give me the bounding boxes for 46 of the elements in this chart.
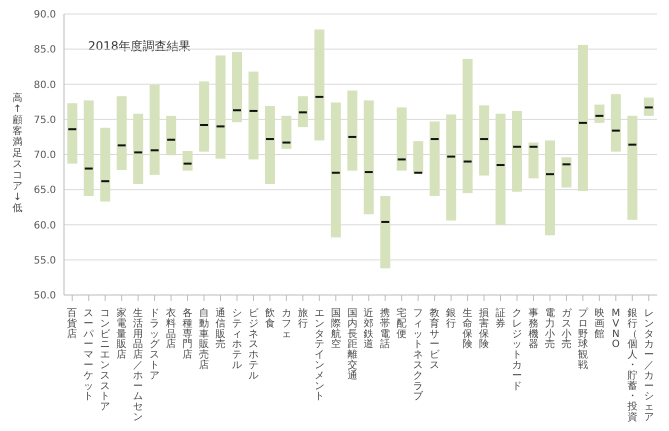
y-tick-label: 55.0 [34, 255, 56, 266]
x-tick-label: 衣料品店 [166, 307, 176, 350]
x-tick-label: 自動車販売店 [199, 307, 210, 371]
x-tick-label: クレジットカード [512, 308, 522, 392]
x-tick-label: 通信販売 [215, 307, 226, 350]
x-tick-label: 宅配便 [396, 307, 407, 340]
x-tick-label: 映画館 [594, 307, 604, 340]
x-tick-label: 国際航空 [330, 308, 341, 350]
y-tick-label: 75.0 [34, 114, 56, 126]
category-label: 銀行（個人・貯蓄・投資 [627, 308, 638, 423]
x-tick-label: 国内長距離交通 [347, 308, 358, 382]
x-tick-label: 近郊鉄道 [364, 307, 374, 350]
x-tick-label: 旅行 [298, 307, 308, 330]
y-tick-label: 90.0 [34, 10, 56, 21]
category-label: 生活用品店／ホームセン [133, 308, 144, 423]
x-tick-label: 電力小売 [544, 308, 555, 350]
x-tick-label: 家電量販店 [116, 307, 127, 361]
x-tick-label: ガス小売 [561, 308, 572, 350]
x-tick-label: 事務機器 [528, 307, 538, 350]
x-tick-label: 生命保険 [462, 307, 473, 350]
x-tick-label: MVNO [612, 308, 620, 350]
x-tick-label: 各種専門店 [182, 308, 193, 361]
x-tick-label: カフェ [281, 308, 292, 340]
text: 高↑ 顧客満足スコア ↓低 [12, 93, 22, 214]
y-tick-label: 50.0 [34, 290, 56, 302]
y-tick-label: 70.0 [34, 150, 56, 162]
x-tick-label: ビジネスホテル [248, 308, 260, 382]
category-label: スーパーマーケット [84, 308, 94, 402]
x-tick-label: ドラッグストア [150, 308, 161, 382]
category-label: コンビニエンスストア [100, 308, 110, 413]
y-tick-label: 65.0 [34, 185, 56, 196]
x-tick-label: 百貨店 [67, 308, 78, 340]
category-label: エンタテインメント [314, 308, 324, 402]
x-tick-label: 携帯電話 [380, 307, 390, 350]
x-tick-label: シティホテル [232, 308, 242, 371]
y-tick-label: 60.0 [34, 220, 56, 232]
x-tick-label: 損害保険 [479, 307, 490, 350]
x-tick-label: プロ野球観戦 [578, 307, 589, 371]
y-tick-label: 80.0 [34, 80, 56, 91]
y-tick-label: 85.0 [34, 44, 56, 56]
category-label: レンタカー／カーシェア [644, 308, 654, 423]
x-tick-label: 飲食 [264, 308, 275, 330]
category-label: フィットネスクラブ [413, 308, 424, 402]
x-tick-label: 教育サービス [430, 308, 441, 371]
x-tick-label: 証券 [496, 307, 506, 330]
x-tick-label: 銀行 [446, 308, 456, 330]
